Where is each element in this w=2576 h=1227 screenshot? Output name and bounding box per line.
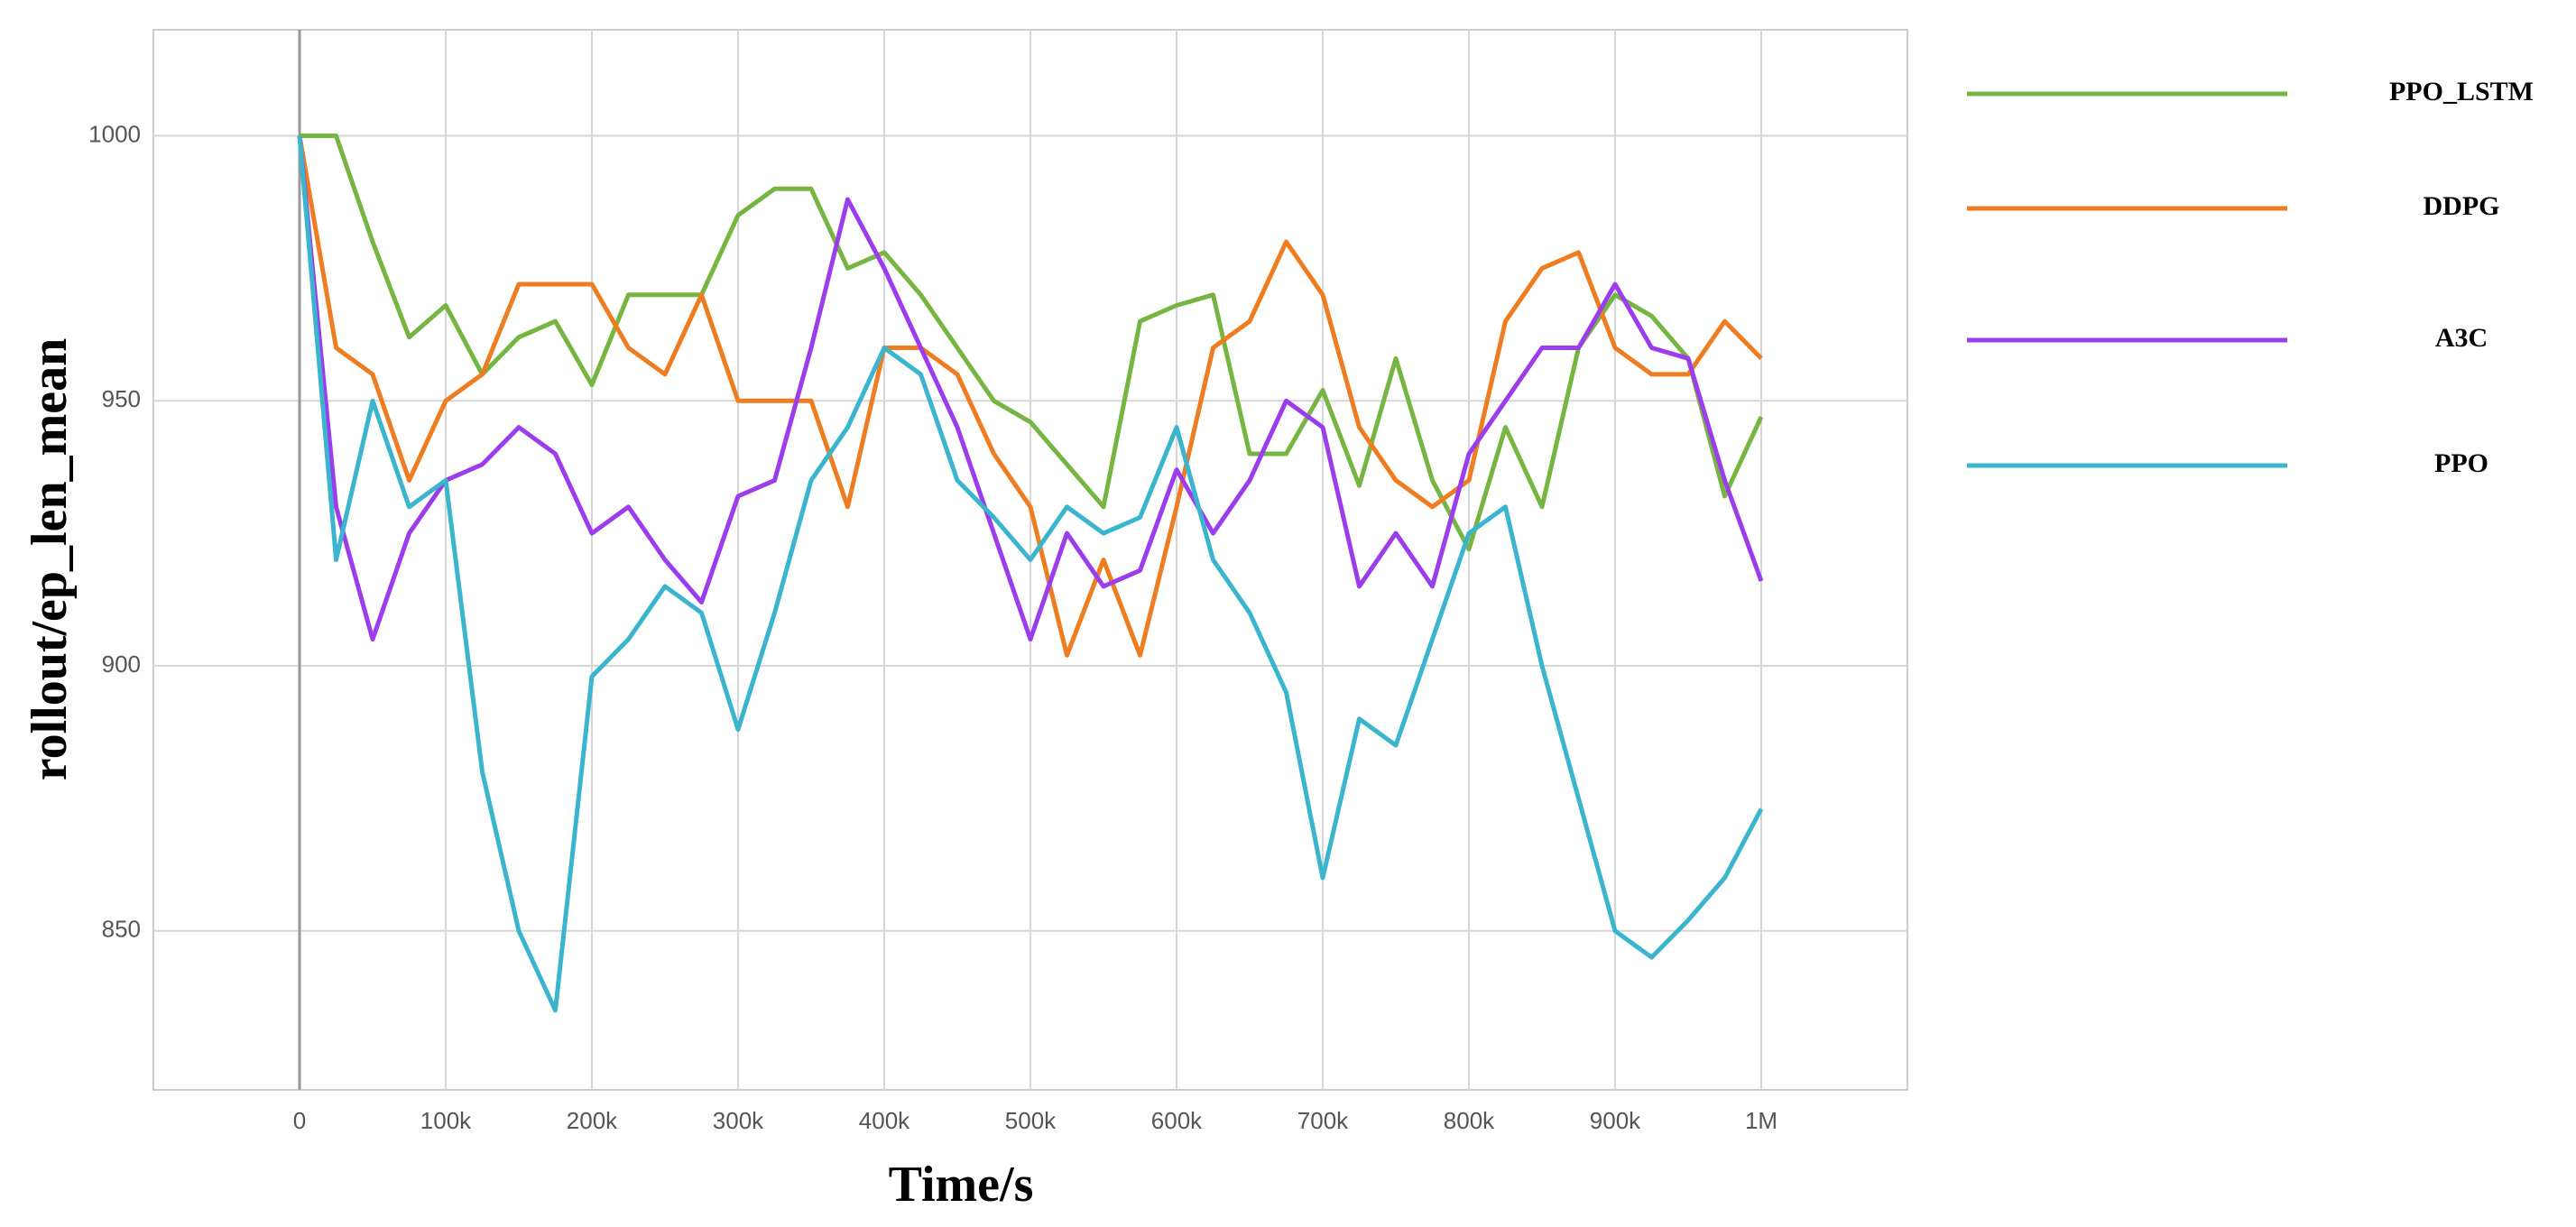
x-tick-label: 400k bbox=[859, 1107, 910, 1134]
legend-label: DDPG bbox=[2424, 191, 2500, 221]
series-line bbox=[297, 135, 1763, 658]
series-line bbox=[300, 134, 1764, 552]
x-axis-title: Time/s bbox=[889, 1157, 1034, 1213]
x-tick-label: 600k bbox=[1151, 1107, 1203, 1134]
x-tick-label: 500k bbox=[1005, 1107, 1057, 1134]
y-tick-label: 900 bbox=[102, 650, 141, 678]
legend-label: A3C bbox=[2435, 323, 2488, 353]
y-tick-label: 1000 bbox=[88, 120, 141, 147]
legend-label: PPO bbox=[2434, 448, 2488, 478]
series-line bbox=[297, 135, 1764, 1013]
y-tick-label: 850 bbox=[102, 916, 141, 943]
x-tick-label: 700k bbox=[1297, 1107, 1349, 1134]
y-tick-label: 950 bbox=[102, 385, 141, 412]
x-tick-label: 300k bbox=[713, 1107, 764, 1134]
x-tick-label: 1M bbox=[1745, 1107, 1777, 1134]
y-axis-title: rollout/ep_len_mean bbox=[22, 338, 78, 781]
x-tick-label: 100k bbox=[420, 1107, 472, 1134]
x-tick-label: 800k bbox=[1444, 1107, 1495, 1134]
x-tick-label: 200k bbox=[567, 1107, 618, 1134]
x-tick-label: 900k bbox=[1590, 1107, 1641, 1134]
x-tick-label: 0 bbox=[293, 1107, 306, 1134]
series-line bbox=[297, 135, 1764, 642]
legend-label: PPO_LSTM bbox=[2389, 77, 2534, 106]
